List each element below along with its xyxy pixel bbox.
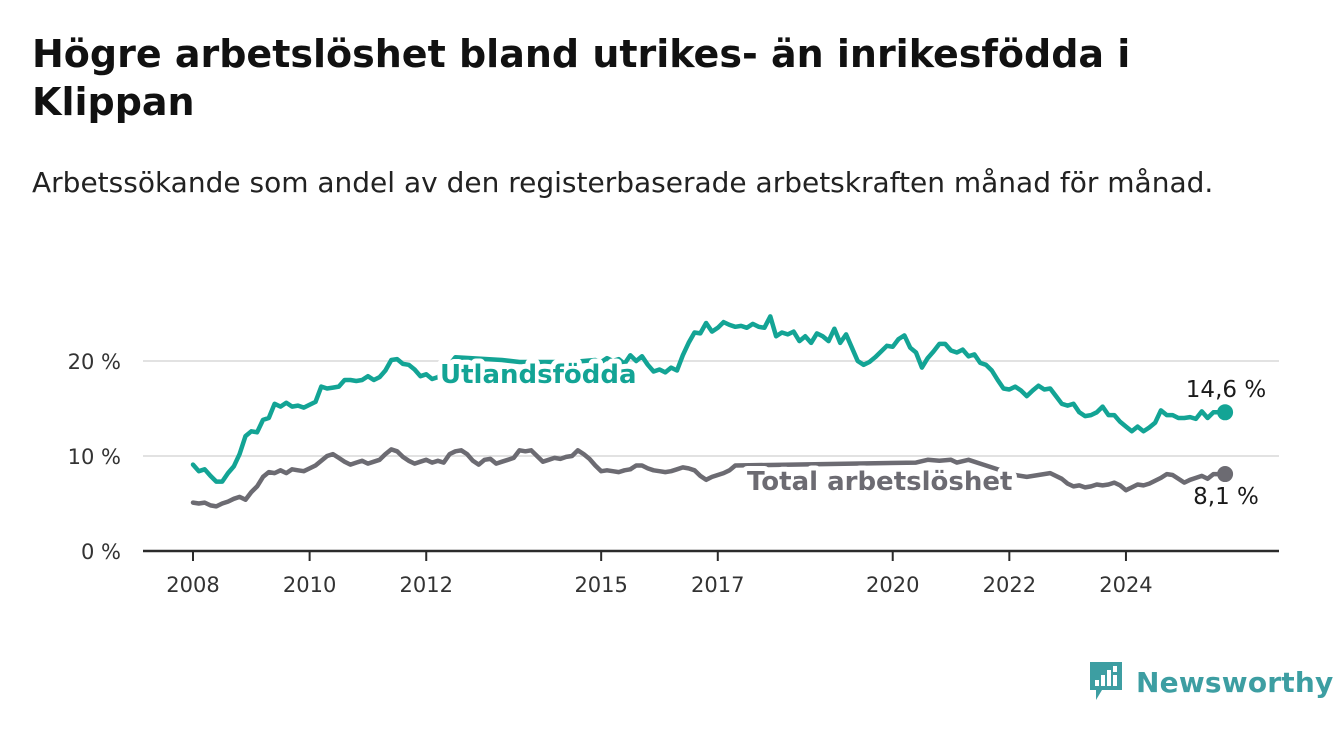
x-tick-label: 2022	[983, 573, 1036, 597]
y-tick-label: 0 %	[81, 540, 121, 564]
series-label-total: Total arbetslöshet	[747, 467, 1012, 497]
x-tick-label: 2020	[866, 573, 919, 597]
line-chart: 0 % 10 % 20 % 2008 2010 2012 2015 2017 2020 2022 2…	[68, 314, 1279, 597]
chart-subtitle: Arbetssökande som andel av den registerb…	[32, 166, 1214, 199]
x-tick-label: 2017	[691, 573, 744, 597]
end-value-label-total: 8,1 %	[1193, 484, 1259, 510]
x-tick-label: 2015	[574, 573, 627, 597]
x-tick-label: 2008	[166, 573, 219, 597]
x-tick-label: 2012	[400, 573, 453, 597]
series-lines	[190, 314, 1234, 509]
series-end-marker	[1217, 466, 1234, 483]
series-line-total	[190, 447, 1228, 509]
end-value-label-utlandsfodda: 14,6 %	[1186, 377, 1266, 403]
series-label-utlandsfodda: Utlandsfödda	[440, 360, 637, 390]
x-tick-label: 2024	[1099, 573, 1152, 597]
y-tick-label: 10 %	[68, 445, 121, 469]
bar-chart-logo-icon	[1090, 662, 1122, 700]
brand-logo[interactable]: Newsworthy	[1088, 660, 1333, 704]
series-line-utlandsfodda	[190, 314, 1228, 484]
y-tick-label: 20 %	[68, 350, 121, 374]
brand-name: Newsworthy	[1136, 665, 1334, 699]
series-labels: Utlandsfödda Total arbetslöshet 14,6 % 8,1 …	[435, 355, 1266, 510]
series-end-marker	[1217, 404, 1234, 421]
chart-title: Högre arbetslöshet bland utrikes- än inr…	[32, 32, 1131, 124]
grid-lines	[143, 360, 1279, 457]
axes: 0 % 10 % 20 % 2008 2010 2012 2015 2017 2020 2022 2…	[68, 350, 1279, 597]
x-tick-label: 2010	[283, 573, 336, 597]
